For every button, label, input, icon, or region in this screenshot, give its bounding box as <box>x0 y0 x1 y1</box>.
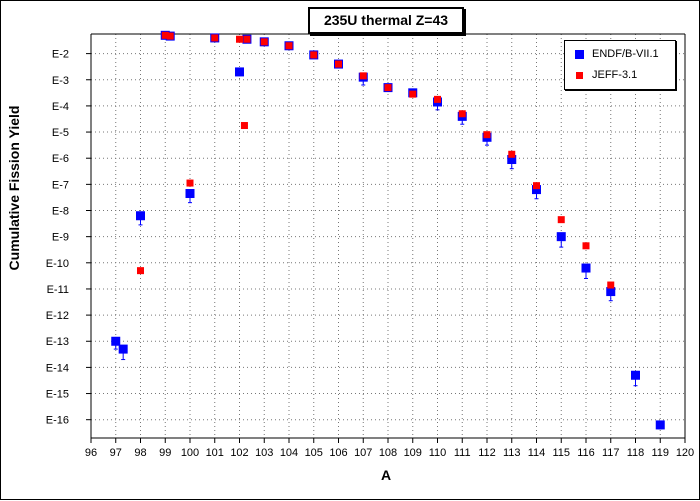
x-tick-label: 110 <box>429 447 447 459</box>
legend-entry-jeff: JEFF-3.1 <box>573 69 637 81</box>
x-tick-label: 98 <box>134 447 146 459</box>
x-tick-label: 118 <box>627 447 645 459</box>
y-tick-label: E-3 <box>52 75 69 87</box>
y-tick-label: E-10 <box>46 258 69 270</box>
data-point <box>236 35 243 43</box>
x-tick-label: 102 <box>230 447 248 459</box>
data-point <box>508 150 516 158</box>
x-tick-label: 103 <box>255 447 273 459</box>
x-tick-label: 112 <box>478 447 496 459</box>
data-point <box>655 420 665 430</box>
data-point <box>556 232 566 242</box>
y-tick-label: E-11 <box>47 284 69 296</box>
y-tick-label: E-9 <box>52 232 69 244</box>
legend-label-endf: ENDF/B-VII.1 <box>592 48 659 60</box>
data-point <box>607 281 615 289</box>
y-tick-label: E-8 <box>52 206 69 218</box>
data-point <box>384 84 392 92</box>
data-point <box>118 344 128 354</box>
legend-swatch-endf <box>575 49 584 59</box>
data-point <box>161 31 169 39</box>
y-axis-label: Cumulative Fission Yield <box>6 105 22 271</box>
x-tick-label: 113 <box>503 447 521 459</box>
y-tick-label: E-2 <box>52 49 69 61</box>
data-point <box>240 122 248 130</box>
data-point <box>137 267 144 275</box>
data-point <box>235 67 244 77</box>
x-axis-label: A <box>380 467 392 483</box>
data-point <box>359 72 367 80</box>
y-tick-label: E-13 <box>46 336 69 348</box>
x-tick-label: 106 <box>329 447 347 459</box>
x-tick-label: 119 <box>651 447 669 459</box>
x-tick-label: 108 <box>379 447 397 459</box>
data-point <box>260 38 268 46</box>
x-tick-label: 115 <box>552 447 570 459</box>
x-tick-label: 100 <box>181 447 199 459</box>
chart-title: 235U thermal Z=43 <box>308 7 464 34</box>
data-point <box>606 287 616 297</box>
y-tick-label: E-12 <box>46 310 69 322</box>
data-point <box>631 370 640 380</box>
x-tick-label: 104 <box>280 447 298 459</box>
data-point <box>507 155 517 165</box>
legend-label-jeff: JEFF-3.1 <box>592 69 638 81</box>
x-tick-label: 111 <box>454 447 471 459</box>
x-tick-label: 116 <box>577 447 595 459</box>
data-point <box>285 42 293 50</box>
data-point <box>409 90 417 98</box>
data-point <box>532 185 541 195</box>
legend-entry-endf: ENDF/B-VII.1 <box>573 48 659 60</box>
data-point <box>581 263 591 273</box>
x-tick-label: 109 <box>404 447 422 459</box>
x-tick-label: 97 <box>110 447 122 459</box>
x-tick-label: 101 <box>206 447 224 459</box>
data-point <box>458 110 466 118</box>
data-point <box>243 35 251 43</box>
x-tick-label: 117 <box>602 447 620 459</box>
data-point <box>166 32 174 40</box>
y-tick-label: E-6 <box>52 153 69 165</box>
y-tick-label: E-15 <box>46 389 69 401</box>
x-tick-label: 96 <box>85 447 97 459</box>
data-point <box>211 34 219 42</box>
series-jeff <box>137 31 615 289</box>
chart-legend: ENDF/B-VII.1 JEFF-3.1 <box>564 40 676 90</box>
x-tick-label: 120 <box>676 447 694 459</box>
data-point <box>434 95 441 103</box>
legend-swatch-jeff <box>576 71 583 79</box>
y-tick-label: E-4 <box>52 101 69 113</box>
x-tick-label: 99 <box>159 447 171 459</box>
y-tick-label: E-5 <box>52 127 69 139</box>
x-tick-label: 114 <box>528 447 546 459</box>
data-point <box>186 179 194 187</box>
data-point <box>310 51 318 59</box>
data-point <box>483 131 491 139</box>
data-point <box>111 336 121 346</box>
data-point <box>557 216 565 224</box>
data-point <box>335 60 342 68</box>
data-point <box>136 211 145 221</box>
x-tick-label: 105 <box>305 447 323 459</box>
x-tick-label: 107 <box>354 447 372 459</box>
y-tick-label: E-14 <box>46 362 69 374</box>
y-tick-label: E-7 <box>52 179 69 191</box>
data-point <box>533 182 540 190</box>
y-tick-label: E-16 <box>46 415 69 427</box>
data-point <box>185 189 195 199</box>
data-point <box>582 242 590 250</box>
